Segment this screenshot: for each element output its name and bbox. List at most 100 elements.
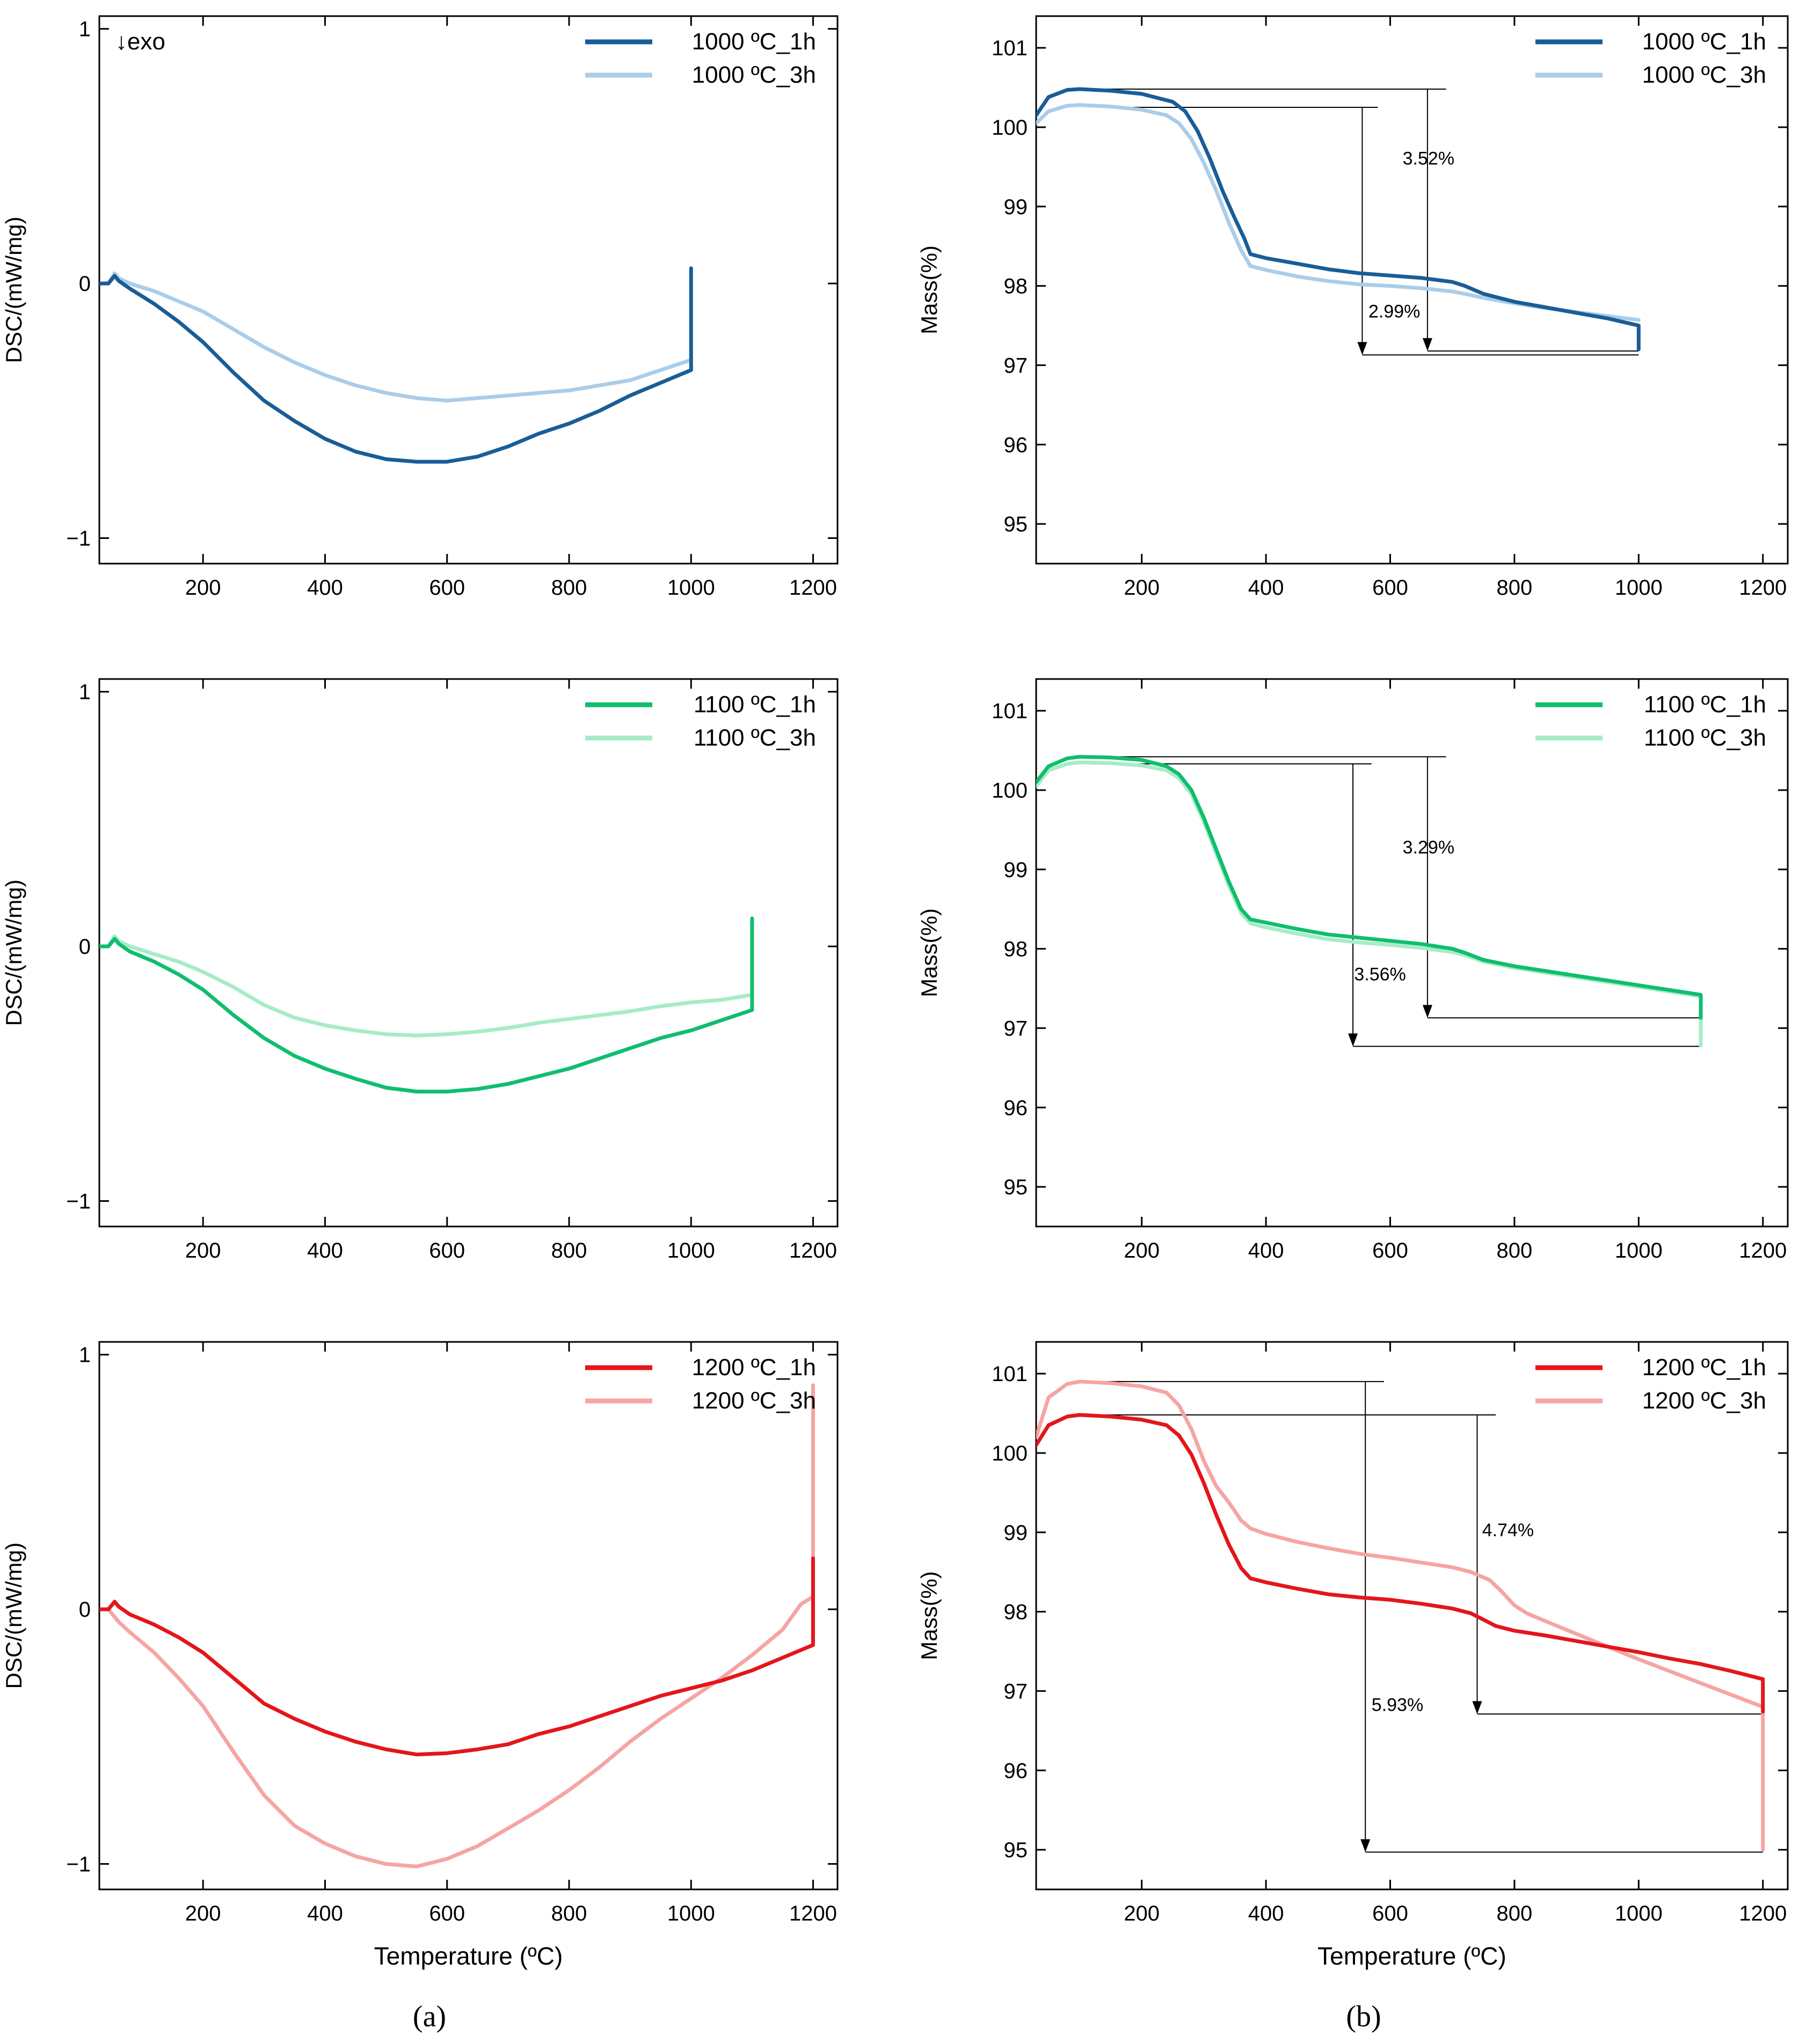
series-line-1h: [1036, 87, 1641, 352]
x-tick-label: 400: [307, 576, 343, 600]
y-tick-label: 1: [79, 1344, 91, 1367]
series-group: [1036, 1379, 1765, 1852]
x-tick-label: 600: [429, 1902, 465, 1925]
x-tick-label: 200: [1124, 1902, 1160, 1925]
plot-frame: [1035, 1341, 1789, 1890]
x-tick-label: 600: [1372, 1902, 1408, 1925]
x-tick-label: 1000: [1615, 576, 1663, 600]
x-tick-label: 1000: [667, 1902, 715, 1925]
y-tick-label: 1: [79, 18, 91, 41]
annotation-label: 2.99%: [1368, 302, 1420, 322]
series-line-3h: [99, 934, 754, 1038]
x-tick-label: 1200: [1739, 1239, 1787, 1262]
panel-label-b: (b): [1346, 2000, 1381, 2033]
y-tick-label: 99: [1004, 1521, 1028, 1545]
mass-loss-annotation: 2.99%: [1104, 107, 1639, 356]
x-tick-label: 800: [551, 576, 587, 600]
x-tick-label: 1200: [1739, 1902, 1787, 1925]
y-tick-label: 98: [1004, 938, 1028, 961]
y-tick-label: −1: [66, 1190, 91, 1214]
series-line-3h: [1036, 760, 1703, 1048]
plot-frame: [98, 678, 839, 1228]
series-group: [99, 916, 754, 1094]
mass-loss-annotation: 3.56%: [1092, 763, 1701, 1047]
annotation-arrow-head: [1357, 342, 1367, 355]
mass-loss-annotation: 3.29%: [1079, 756, 1701, 1019]
x-tick-label: 1000: [667, 1239, 715, 1262]
x-tick-label: 1000: [667, 576, 715, 600]
series-line-3h: [99, 1383, 815, 1868]
y-tick-label: 101: [992, 699, 1028, 723]
y-axis-label: DSC/(mW/mg): [1, 1543, 26, 1689]
x-tick-label: 400: [307, 1902, 343, 1925]
x-tick-label: 1200: [789, 576, 837, 600]
x-tick-label: 800: [1497, 1239, 1533, 1262]
chart-dsc-1000: 200 400 600 800 1000 1200 −1 0 1 DSC/(mW/mg) ↓exo 1…: [1, 15, 839, 600]
annotation-label: 4.74%: [1482, 1520, 1534, 1541]
annotation-arrow-head: [1472, 1701, 1482, 1714]
series-line-3h: [99, 271, 693, 403]
y-tick-label: 0: [79, 935, 91, 959]
mass-loss-annotation: 5.93%: [1079, 1381, 1763, 1853]
chart-tg-1100: 200 400 600 800 1000 1200 95 96 97 98 99 100 101 Mass…: [916, 678, 1789, 1262]
series-line-1h: [99, 1556, 815, 1757]
y-axis-label: DSC/(mW/mg): [1, 217, 26, 363]
y-tick-label: 101: [992, 36, 1028, 60]
y-tick-label: 0: [79, 1598, 91, 1622]
chart-dsc-1100: 200 400 600 800 1000 1200 −1 0 1 DSC/(mW/mg) 1100 …: [1, 678, 839, 1262]
legend-entry: 1100 ºC_1h: [694, 691, 816, 718]
chart-tg-1000: 200 400 600 800 1000 1200 95 96 97 98 99 100 101 Mass…: [916, 15, 1789, 600]
y-tick-label: 97: [1004, 1017, 1028, 1040]
series-line-3h: [1036, 103, 1641, 322]
x-tick-label: 200: [185, 576, 221, 600]
legend-entry: 1100 ºC_3h: [694, 725, 816, 751]
x-tick-label: 1200: [789, 1239, 837, 1262]
legend-entry: 1000 ºC_1h: [692, 28, 816, 55]
x-tick-label: 1000: [1615, 1239, 1663, 1262]
x-tick-label: 1200: [1739, 576, 1787, 600]
y-tick-label: 95: [1004, 1176, 1028, 1199]
legend-entry: 1200 ºC_1h: [1642, 1354, 1766, 1381]
y-tick-label: −1: [66, 1853, 91, 1877]
plot-frame: [1035, 15, 1789, 565]
y-tick-label: 96: [1004, 1759, 1028, 1783]
annotation-arrow-head: [1422, 338, 1432, 351]
y-tick-label: 99: [1004, 195, 1028, 219]
series-group: [1036, 87, 1641, 352]
annotation-arrow-head: [1348, 1033, 1358, 1047]
mass-loss-annotation: 3.52%: [1079, 89, 1639, 352]
x-tick-label: 600: [1372, 576, 1408, 600]
plot-frame: [98, 15, 839, 565]
y-axis-label: DSC/(mW/mg): [1, 880, 26, 1026]
y-tick-label: 100: [992, 116, 1028, 140]
series-group: [99, 266, 693, 464]
y-tick-label: 96: [1004, 433, 1028, 457]
series-group: [99, 1383, 815, 1868]
x-tick-label: 800: [1497, 1902, 1533, 1925]
y-axis-label: Mass(%): [916, 908, 942, 997]
x-tick-label: 200: [1124, 576, 1160, 600]
y-tick-label: 99: [1004, 858, 1028, 882]
panel-label-a: (a): [413, 2000, 446, 2033]
x-tick-label: 800: [551, 1902, 587, 1925]
annotation-arrow-head: [1360, 1839, 1371, 1852]
plot-frame: [1035, 678, 1789, 1228]
y-tick-label: 96: [1004, 1096, 1028, 1120]
chart-tg-1200: 200 400 600 800 1000 1200 95 96 97 98 99 100 101 Mass…: [916, 1341, 1789, 1970]
annotation-label: 3.56%: [1354, 965, 1406, 985]
series-group: [1036, 755, 1703, 1048]
y-tick-label: −1: [66, 527, 91, 551]
y-tick-label: 100: [992, 1442, 1028, 1465]
plot-frame: [98, 1341, 839, 1890]
exo-annotation: ↓exo: [115, 28, 165, 55]
legend-entry: 1200 ºC_3h: [1642, 1388, 1766, 1414]
x-tick-label: 400: [1248, 576, 1284, 600]
series-line-3h: [1036, 1379, 1765, 1852]
legend-entry: 1000 ºC_3h: [692, 62, 816, 88]
y-axis-label: Mass(%): [916, 1571, 942, 1660]
x-tick-label: 200: [1124, 1239, 1160, 1262]
y-tick-label: 95: [1004, 513, 1028, 536]
y-tick-label: 101: [992, 1362, 1028, 1386]
x-tick-label: 800: [1497, 576, 1533, 600]
